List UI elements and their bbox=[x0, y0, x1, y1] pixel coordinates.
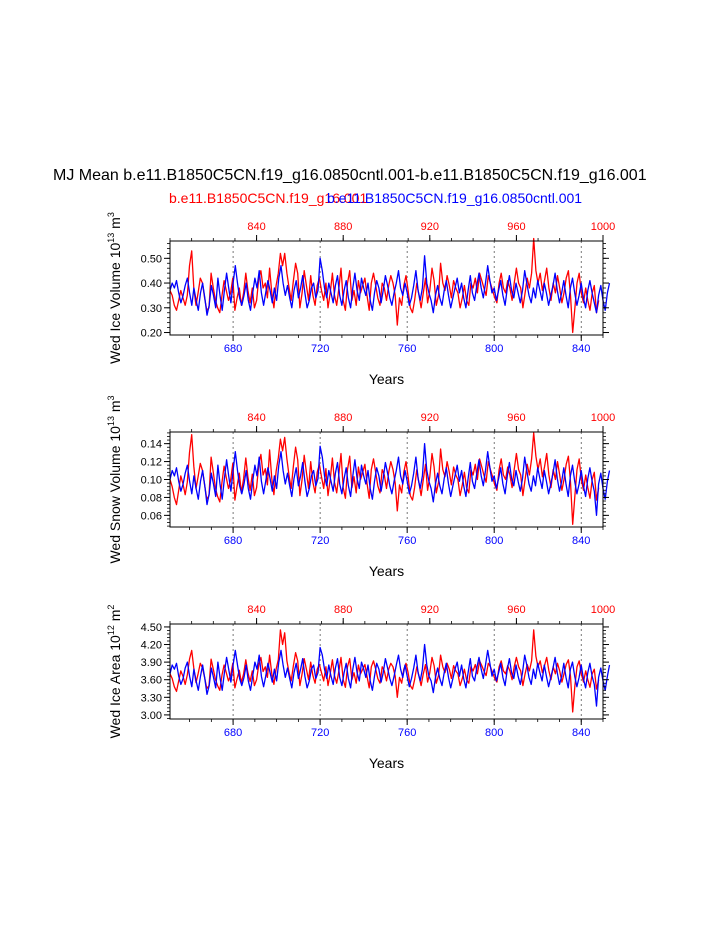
x-top-tick-label: 880 bbox=[334, 412, 352, 424]
x-top-tick-label: 880 bbox=[334, 604, 352, 616]
x-bottom-tick-label: 760 bbox=[398, 343, 416, 355]
y-tick-label: 3.60 bbox=[141, 675, 162, 687]
x-bottom-tick-label: 720 bbox=[311, 535, 329, 547]
x-top-tick-label: 960 bbox=[507, 221, 525, 233]
blue-series-line bbox=[169, 643, 611, 707]
x-top-tick-label: 1000 bbox=[591, 412, 615, 424]
x-top-tick-label: 880 bbox=[334, 221, 352, 233]
y-tick-label: 0.12 bbox=[141, 457, 162, 469]
x-bottom-tick-label: 800 bbox=[485, 727, 503, 739]
chart-panel-1: 0.20 0.30 0.40 0.50 680 720 760 800 840 840 880 920… bbox=[106, 212, 615, 387]
x-top-tick-label: 920 bbox=[421, 412, 439, 424]
x-bottom-tick-label: 720 bbox=[311, 727, 329, 739]
y-tick-label: 3.30 bbox=[141, 692, 162, 704]
y-tick-label: 0.40 bbox=[141, 278, 162, 290]
x-top-tick-label: 920 bbox=[421, 604, 439, 616]
y-tick-label: 0.20 bbox=[141, 328, 162, 340]
legend-blue-label: b.e11.B1850C5CN.f19_g16.0850cntl.001 bbox=[327, 190, 582, 206]
x-bottom-tick-label: 760 bbox=[398, 727, 416, 739]
x-axis-label: Years bbox=[369, 563, 404, 579]
x-bottom-tick-label: 800 bbox=[485, 343, 503, 355]
x-axis-label: Years bbox=[369, 755, 404, 771]
y-tick-label: 0.06 bbox=[141, 510, 162, 522]
x-top-tick-label: 960 bbox=[507, 412, 525, 424]
x-bottom-tick-label: 840 bbox=[572, 343, 590, 355]
y-tick-label: 0.10 bbox=[141, 475, 162, 487]
y-axis-label: Wed Ice Area 1012 m2 bbox=[106, 605, 123, 739]
x-bottom-tick-label: 680 bbox=[224, 343, 242, 355]
plot-frame bbox=[169, 431, 604, 528]
x-top-tick-label: 840 bbox=[247, 604, 265, 616]
plot-frame bbox=[169, 240, 604, 336]
blue-series-line bbox=[169, 443, 611, 516]
y-tick-label: 0.50 bbox=[141, 253, 162, 265]
x-axis-label: Years bbox=[369, 371, 404, 387]
figure-title: MJ Mean b.e11.B1850C5CN.f19_g16.0850cntl… bbox=[53, 167, 647, 184]
y-tick-label: 0.30 bbox=[141, 303, 162, 315]
x-top-tick-label: 840 bbox=[247, 221, 265, 233]
plot-frame bbox=[169, 623, 604, 720]
legend-red-label: b.e11.B1850C5CN.f19_g16.001 bbox=[169, 190, 367, 206]
x-bottom-tick-label: 760 bbox=[398, 535, 416, 547]
y-tick-label: 0.08 bbox=[141, 492, 162, 504]
x-top-tick-label: 1000 bbox=[591, 221, 615, 233]
x-top-tick-label: 1000 bbox=[591, 604, 615, 616]
x-bottom-tick-label: 840 bbox=[572, 535, 590, 547]
x-top-tick-label: 840 bbox=[247, 412, 265, 424]
y-tick-label: 4.50 bbox=[141, 622, 162, 634]
y-tick-label: 3.00 bbox=[141, 710, 162, 722]
x-bottom-tick-label: 800 bbox=[485, 535, 503, 547]
chart-panel-2: 0.06 0.08 0.10 0.12 0.14 680 720 760 800 840 840 88… bbox=[106, 395, 615, 579]
x-top-tick-label: 920 bbox=[421, 221, 439, 233]
y-tick-label: 0.14 bbox=[141, 439, 162, 451]
y-axis-label: Wed Snow Volume 1013 m3 bbox=[106, 395, 123, 563]
blue-series-line bbox=[169, 255, 611, 316]
x-bottom-tick-label: 720 bbox=[311, 343, 329, 355]
x-top-tick-label: 960 bbox=[507, 604, 525, 616]
y-axis-label: Wed Ice Volume 1013 m3 bbox=[106, 212, 123, 364]
x-bottom-tick-label: 680 bbox=[224, 727, 242, 739]
y-tick-label: 4.20 bbox=[141, 640, 162, 652]
y-tick-label: 3.90 bbox=[141, 657, 162, 669]
x-bottom-tick-label: 840 bbox=[572, 727, 590, 739]
chart-panel-3: 3.00 3.30 3.60 3.90 4.20 4.50 680 720 760 800 840 8… bbox=[106, 604, 615, 771]
x-bottom-tick-label: 680 bbox=[224, 535, 242, 547]
